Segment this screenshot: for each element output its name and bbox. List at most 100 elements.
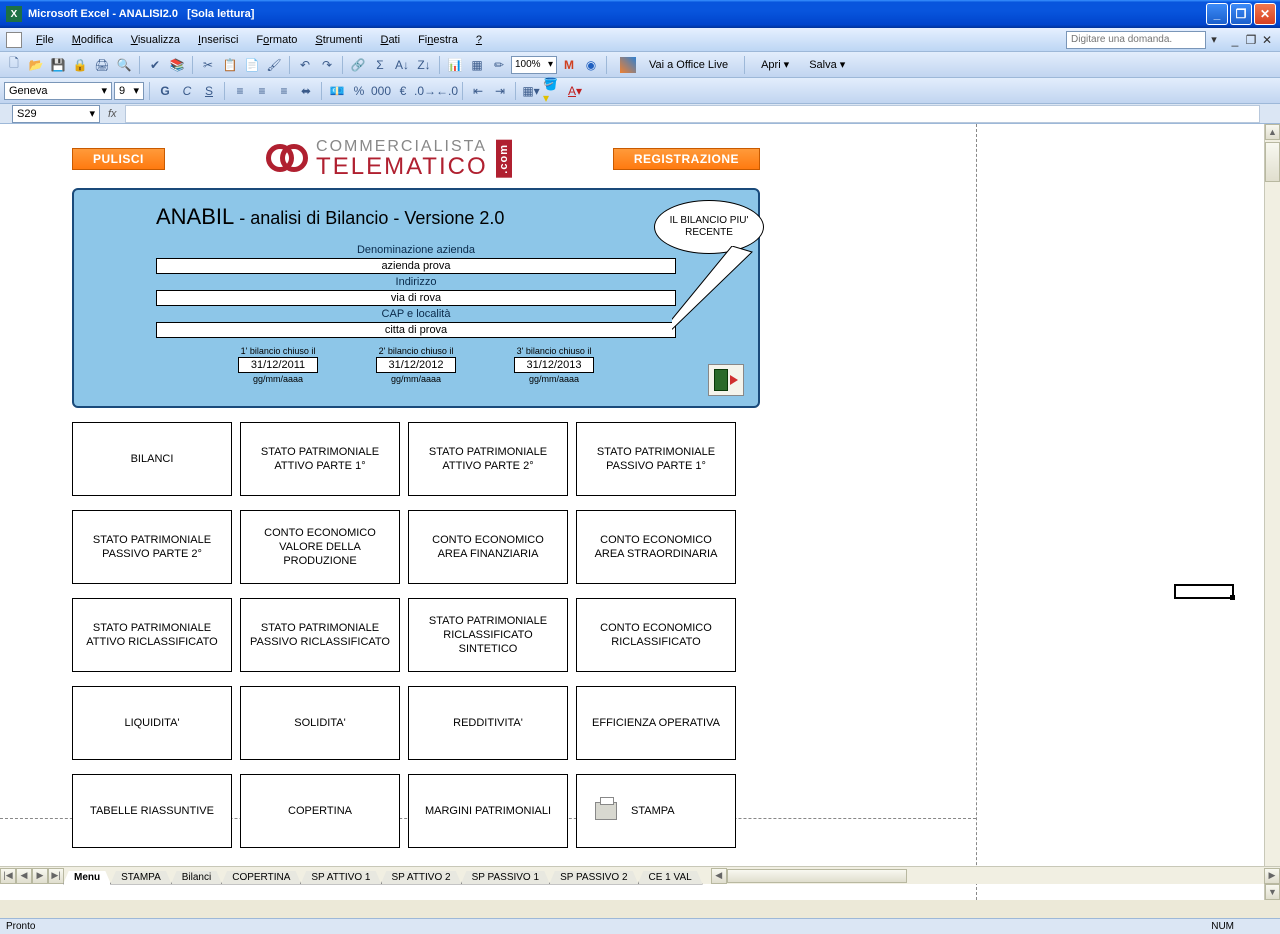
- copy-icon[interactable]: 📋: [220, 55, 240, 75]
- percent-icon[interactable]: %: [349, 81, 369, 101]
- open-icon[interactable]: 📂: [26, 55, 46, 75]
- increase-indent-icon[interactable]: ⇥: [490, 81, 510, 101]
- scroll-track[interactable]: [1265, 182, 1280, 884]
- paste-icon[interactable]: 📄: [242, 55, 262, 75]
- nav-button[interactable]: STATO PATRIMONIALE PASSIVO PARTE 2°: [72, 510, 232, 584]
- last-sheet-button[interactable]: ▶|: [48, 868, 64, 884]
- nav-button[interactable]: CONTO ECONOMICO AREA FINANZIARIA: [408, 510, 568, 584]
- new-icon[interactable]: 🗋: [4, 55, 24, 75]
- first-sheet-button[interactable]: |◀: [0, 868, 16, 884]
- help-icon[interactable]: ◉: [581, 55, 601, 75]
- currency-icon[interactable]: 💶: [327, 81, 347, 101]
- nav-button[interactable]: REDDITIVITA': [408, 686, 568, 760]
- wb-restore[interactable]: ❐: [1244, 33, 1258, 47]
- hscroll-thumb[interactable]: [727, 869, 907, 883]
- font-color-icon[interactable]: A▾: [565, 81, 585, 101]
- apri-button[interactable]: Apri ▾: [754, 56, 796, 73]
- spelling-icon[interactable]: ✔: [145, 55, 165, 75]
- sheet-tab[interactable]: SP PASSIVO 1: [461, 871, 550, 885]
- comma-icon[interactable]: 000: [371, 81, 391, 101]
- scroll-down-button[interactable]: ▼: [1265, 884, 1280, 900]
- menu-visualizza[interactable]: Visualizza: [123, 32, 188, 48]
- sort-asc-icon[interactable]: A↓: [392, 55, 412, 75]
- menu-inserisci[interactable]: Inserisci: [190, 32, 246, 48]
- cut-icon[interactable]: ✂: [198, 55, 218, 75]
- font-size-combo[interactable]: 9▾: [114, 82, 144, 100]
- align-center-icon[interactable]: ≡: [252, 81, 272, 101]
- date-input[interactable]: 31/12/2012: [376, 357, 456, 373]
- sheet-tab[interactable]: CE 1 VAL: [638, 871, 703, 885]
- print-icon[interactable]: 🖨: [92, 55, 112, 75]
- increase-decimal-icon[interactable]: .0→: [415, 81, 435, 101]
- scroll-up-button[interactable]: ▲: [1265, 124, 1280, 140]
- menu-strumenti[interactable]: Strumenti: [307, 32, 370, 48]
- nav-button[interactable]: TABELLE RIASSUNTIVE: [72, 774, 232, 848]
- research-icon[interactable]: 📚: [167, 55, 187, 75]
- merge-icon[interactable]: ⬌: [296, 81, 316, 101]
- scroll-thumb[interactable]: [1265, 142, 1280, 182]
- undo-icon[interactable]: ↶: [295, 55, 315, 75]
- autosum-icon[interactable]: Σ: [370, 55, 390, 75]
- nav-button[interactable]: STATO PATRIMONIALE ATTIVO PARTE 2°: [408, 422, 568, 496]
- question-dropdown[interactable]: ▾: [1208, 33, 1220, 46]
- fill-color-icon[interactable]: 🪣▾: [543, 81, 563, 101]
- menu-finestra[interactable]: Finestra: [410, 32, 466, 48]
- nav-button[interactable]: CONTO ECONOMICO AREA STRAORDINARIA: [576, 510, 736, 584]
- menu-dati[interactable]: Dati: [372, 32, 408, 48]
- field-input[interactable]: via di rova: [156, 290, 676, 306]
- format-painter-icon[interactable]: 🖌: [264, 55, 284, 75]
- wb-minimize[interactable]: _: [1228, 33, 1242, 47]
- office-live-button[interactable]: Vai a Office Live: [642, 57, 735, 73]
- date-input[interactable]: 31/12/2013: [514, 357, 594, 373]
- wb-close[interactable]: ✕: [1260, 33, 1274, 47]
- decrease-indent-icon[interactable]: ⇤: [468, 81, 488, 101]
- borders-icon[interactable]: ▦▾: [521, 81, 541, 101]
- align-left-icon[interactable]: ≡: [230, 81, 250, 101]
- permission-icon[interactable]: 🔒: [70, 55, 90, 75]
- nav-button[interactable]: LIQUIDITA': [72, 686, 232, 760]
- close-button[interactable]: ✕: [1254, 3, 1276, 25]
- prev-sheet-button[interactable]: ◀: [16, 868, 32, 884]
- nav-button[interactable]: CONTO ECONOMICO RICLASSIFICATO: [576, 598, 736, 672]
- nav-button[interactable]: BILANCI: [72, 422, 232, 496]
- pivot-icon[interactable]: ▦: [467, 55, 487, 75]
- field-input[interactable]: citta di prova: [156, 322, 676, 338]
- nav-button[interactable]: COPERTINA: [240, 774, 400, 848]
- selected-cell[interactable]: [1174, 584, 1234, 599]
- chart-icon[interactable]: 📊: [445, 55, 465, 75]
- bold-icon[interactable]: G: [155, 81, 175, 101]
- menu-help[interactable]: ?: [468, 32, 490, 48]
- formula-input[interactable]: [125, 105, 1260, 123]
- align-right-icon[interactable]: ≡: [274, 81, 294, 101]
- nav-button[interactable]: EFFICIENZA OPERATIVA: [576, 686, 736, 760]
- pulisci-button[interactable]: PULISCI: [72, 148, 165, 170]
- sheet-tab[interactable]: SP ATTIVO 1: [300, 871, 381, 885]
- sheet-tab[interactable]: Bilanci: [171, 871, 222, 885]
- sheet-tab[interactable]: SP PASSIVO 2: [549, 871, 638, 885]
- print-preview-icon[interactable]: 🔍: [114, 55, 134, 75]
- nav-button[interactable]: STATO PATRIMONIALE RICLASSIFICATO SINTET…: [408, 598, 568, 672]
- menu-formato[interactable]: Formato: [248, 32, 305, 48]
- nav-button[interactable]: STATO PATRIMONIALE ATTIVO PARTE 1°: [240, 422, 400, 496]
- registrazione-button[interactable]: REGISTRAZIONE: [613, 148, 760, 170]
- decrease-decimal-icon[interactable]: ←.0: [437, 81, 457, 101]
- italic-icon[interactable]: C: [177, 81, 197, 101]
- font-combo[interactable]: Geneva▾: [4, 82, 112, 100]
- date-input[interactable]: 31/12/2011: [238, 357, 318, 373]
- nav-button[interactable]: CONTO ECONOMICO VALORE DELLA PRODUZIONE: [240, 510, 400, 584]
- fx-label[interactable]: fx: [108, 108, 117, 120]
- underline-icon[interactable]: S: [199, 81, 219, 101]
- scroll-left-button[interactable]: ◀: [711, 868, 727, 884]
- sort-desc-icon[interactable]: Z↓: [414, 55, 434, 75]
- sheet-tab[interactable]: Menu: [63, 871, 111, 885]
- zoom-combo[interactable]: 100%▾: [511, 56, 557, 74]
- nav-button[interactable]: MARGINI PATRIMONIALI: [408, 774, 568, 848]
- nav-button[interactable]: STAMPA: [576, 774, 736, 848]
- ask-question-input[interactable]: [1066, 31, 1206, 49]
- nav-button[interactable]: SOLIDITA': [240, 686, 400, 760]
- nav-button[interactable]: STATO PATRIMONIALE ATTIVO RICLASSIFICATO: [72, 598, 232, 672]
- euro-icon[interactable]: €: [393, 81, 413, 101]
- save-icon[interactable]: 💾: [48, 55, 68, 75]
- minimize-button[interactable]: _: [1206, 3, 1228, 25]
- field-input[interactable]: azienda prova: [156, 258, 676, 274]
